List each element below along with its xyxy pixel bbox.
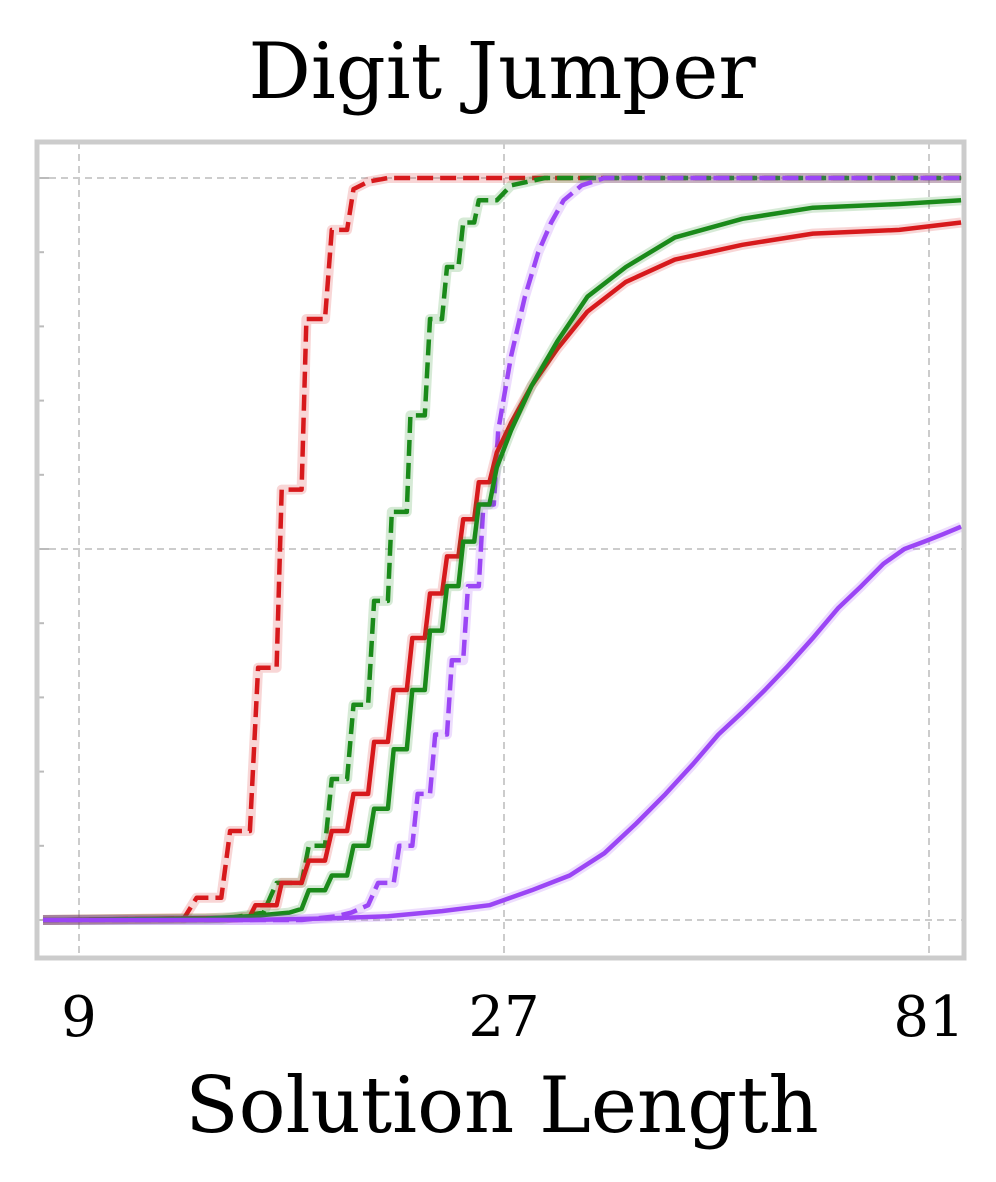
chart-title: Digit Jumper (248, 27, 756, 117)
series-line-4 (42, 198, 962, 923)
series-line-1 (42, 175, 962, 923)
series-line-3 (42, 220, 962, 923)
series-line-0 (42, 175, 962, 923)
series-band-4 (42, 195, 962, 925)
series-band-3 (42, 217, 962, 925)
series-band-5 (43, 522, 964, 925)
x-tick-label: 81 (893, 985, 964, 1050)
series-line-2 (43, 175, 962, 923)
x-tick-labels: 9 27 81 (61, 985, 964, 1050)
series-line-5 (43, 524, 962, 923)
grid (37, 142, 964, 958)
plot-frame (34, 139, 967, 961)
x-axis-label: Solution Length (185, 1061, 819, 1151)
x-tick-label: 9 (61, 985, 97, 1050)
series-group (42, 173, 964, 925)
x-tick-label: 27 (468, 985, 539, 1050)
